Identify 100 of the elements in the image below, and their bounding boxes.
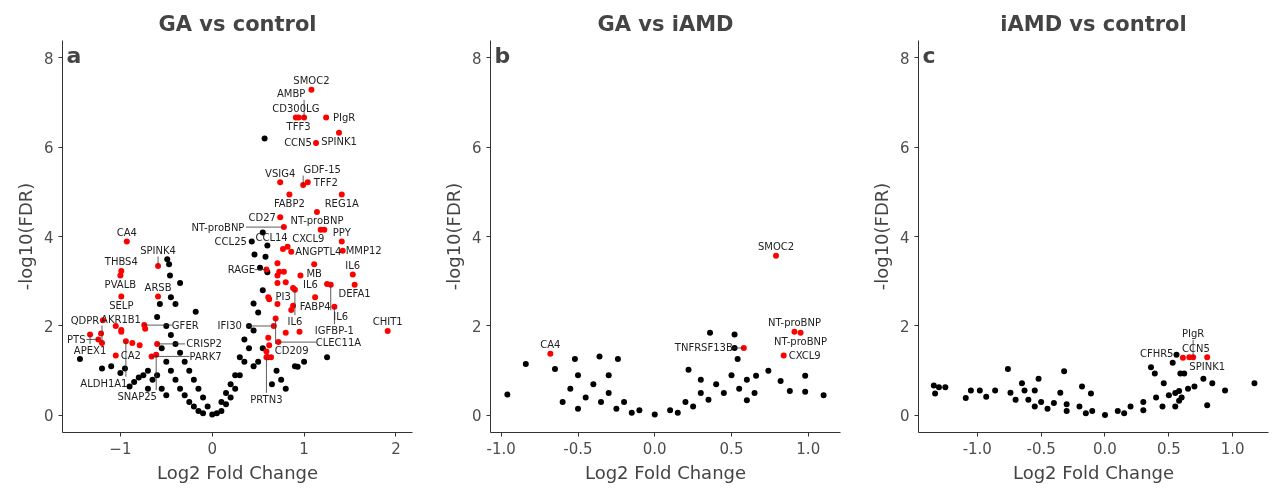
- point: [777, 378, 784, 385]
- point: [962, 395, 969, 402]
- point: [1079, 383, 1085, 390]
- point: [720, 390, 727, 397]
- y-axis-title: -log10(FDR): [442, 182, 464, 291]
- y-tick-label: 8: [471, 49, 482, 68]
- y-tick-label: 6: [899, 139, 910, 157]
- y-tick-label: 2: [43, 318, 54, 336]
- x-tick-label: 0.5: [719, 439, 744, 458]
- point: [791, 328, 798, 335]
- annotation: QDPR: [70, 314, 100, 326]
- point: [1004, 365, 1011, 372]
- point: [1102, 412, 1108, 419]
- point: [1169, 359, 1176, 366]
- annotation: VSIG4: [265, 167, 296, 179]
- point: [930, 382, 937, 389]
- annotation: CLEC11A: [315, 336, 362, 348]
- annotation: PIgR: [333, 111, 356, 123]
- point: [728, 372, 735, 379]
- y-tick-label: 8: [899, 49, 910, 68]
- y-tick-label: 4: [471, 228, 482, 247]
- point: [1140, 407, 1147, 414]
- point: [613, 405, 620, 412]
- point: [1044, 405, 1051, 412]
- point: [559, 399, 566, 406]
- chart-title: GA vs iAMD: [597, 11, 734, 36]
- point: [504, 391, 511, 398]
- annotation: IFI30: [217, 320, 242, 332]
- point: [575, 405, 581, 412]
- point: [1191, 383, 1198, 390]
- annotation: GFER: [171, 319, 199, 331]
- annotation: CCL25: [214, 235, 247, 247]
- x-tick-label: 1.0: [1220, 439, 1245, 458]
- annotation: CXCL9: [292, 233, 325, 245]
- point: [820, 392, 827, 399]
- x-tick-label: 2: [391, 439, 401, 458]
- point: [590, 381, 597, 388]
- annotation: CCN5: [1182, 343, 1210, 355]
- point: [605, 372, 612, 379]
- point: [1209, 380, 1216, 387]
- point: [551, 365, 558, 372]
- point: [1179, 354, 1186, 361]
- annotation: PI3: [275, 291, 291, 303]
- x-tick-label: -0.5: [563, 439, 593, 458]
- annotation: CA4: [116, 226, 137, 238]
- point: [731, 331, 738, 338]
- annotation: PTS: [67, 333, 86, 345]
- annotation: TFF3: [285, 120, 311, 132]
- point: [1159, 403, 1166, 410]
- y-tick-label: 8: [43, 49, 54, 68]
- point: [667, 407, 674, 414]
- point: [582, 394, 589, 401]
- y-tick-label: 6: [43, 139, 54, 157]
- point: [1089, 408, 1096, 415]
- point: [1200, 375, 1207, 382]
- y-tick-label: 0: [899, 407, 910, 426]
- point: [1063, 401, 1070, 408]
- annotation: AMBP: [276, 87, 306, 99]
- point: [1151, 370, 1158, 377]
- point: [1160, 380, 1167, 387]
- point: [1222, 387, 1229, 394]
- point: [605, 390, 612, 397]
- point: [1050, 399, 1057, 406]
- annotation: IGFBP-1: [314, 325, 354, 337]
- point: [932, 390, 939, 397]
- annotation: SPINK1: [1189, 360, 1226, 372]
- point: [621, 399, 628, 406]
- point: [682, 399, 689, 406]
- point: [1031, 403, 1038, 410]
- point: [1061, 368, 1068, 375]
- point: [598, 399, 605, 406]
- x-tick-label: 1: [299, 439, 309, 458]
- point: [1031, 387, 1038, 394]
- annotation: PARK7: [189, 350, 222, 362]
- annotation: SPINK4: [140, 244, 176, 256]
- point: [1153, 394, 1160, 401]
- annotation: CD300LG: [272, 102, 320, 114]
- annotation: SMOC2: [293, 75, 330, 87]
- point: [685, 366, 692, 373]
- point: [1251, 380, 1258, 387]
- point: [743, 397, 750, 404]
- annotation: SPINK1: [321, 136, 357, 148]
- point: [636, 407, 643, 414]
- annotation: REG1A: [324, 197, 360, 209]
- annotation: PPY: [332, 226, 352, 238]
- point: [751, 390, 758, 397]
- point: [765, 367, 772, 374]
- point: [690, 403, 697, 410]
- annotation: SMOC2: [757, 241, 795, 253]
- point: [628, 409, 635, 416]
- annotation: IL6: [302, 278, 318, 290]
- point: [734, 356, 741, 363]
- annotation: PIgR: [1182, 327, 1205, 339]
- point: [596, 353, 603, 360]
- annotation: NT-proBNP: [191, 221, 245, 233]
- annotation: c: [922, 42, 936, 68]
- annotation: CRISP2: [186, 338, 222, 350]
- y-tick-label: 2: [899, 318, 910, 336]
- annotation: NT-proBNP: [290, 215, 344, 227]
- annotation: MMP12: [345, 245, 382, 257]
